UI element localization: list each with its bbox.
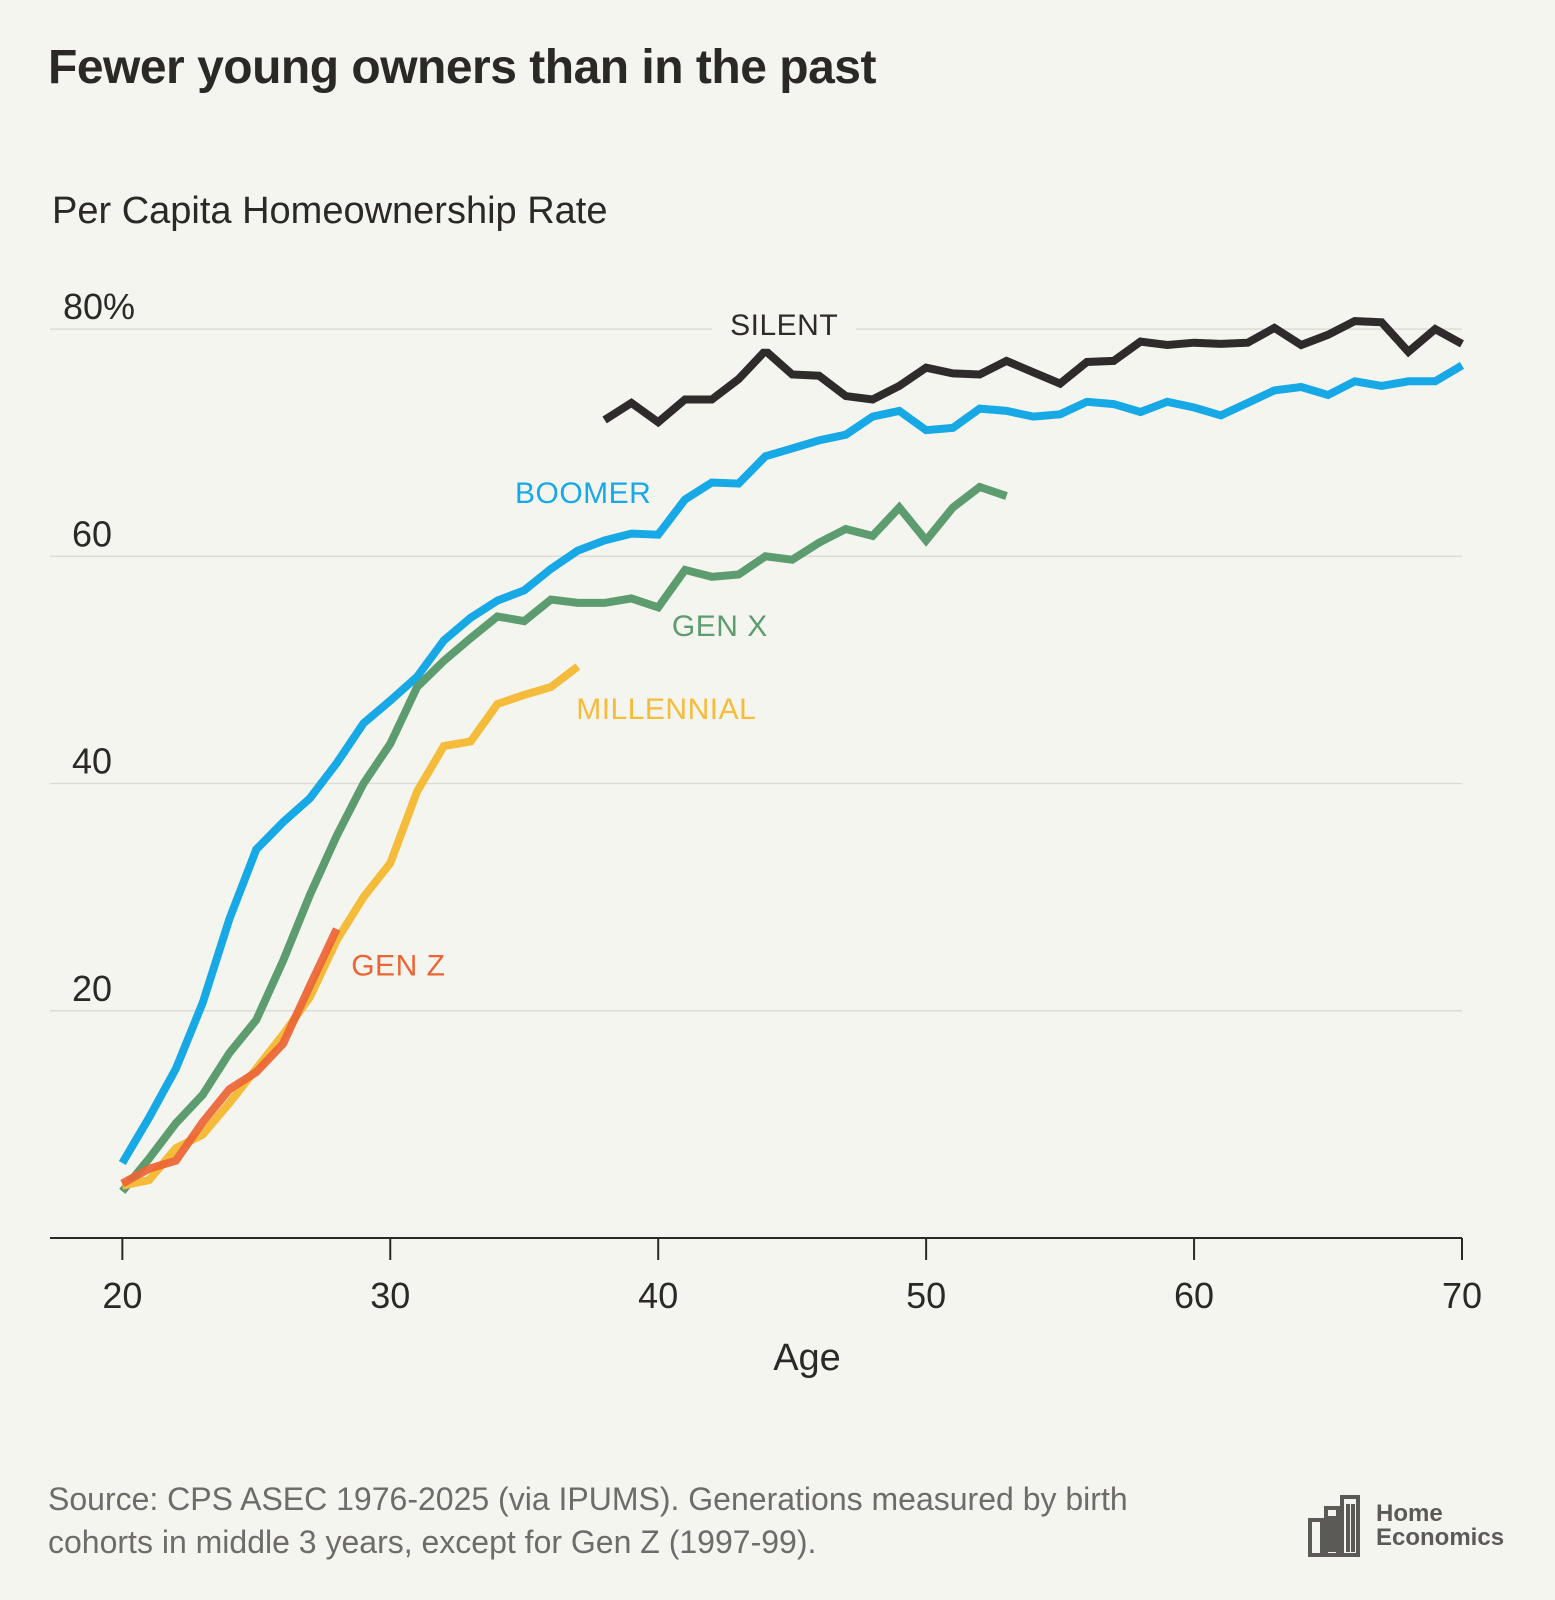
logo-line-2: Economics xyxy=(1376,1524,1505,1551)
series-label-bg-silent xyxy=(712,304,857,349)
series-label-gen-x: GEN X xyxy=(672,610,768,643)
y-tick-label-60: 60 xyxy=(72,513,112,554)
x-tick-label-50: 50 xyxy=(906,1275,946,1316)
series-labels: SILENT BOOMER GEN X MILLENNIAL GEN Z xyxy=(351,304,857,983)
x-tick-label-60: 60 xyxy=(1174,1275,1214,1316)
source-note: Source: CPS ASEC 1976-2025 (via IPUMS). … xyxy=(48,1481,1128,1560)
buildings-icon xyxy=(1308,1495,1360,1557)
x-axis-title: Age xyxy=(773,1337,841,1379)
series-label-millennial: MILLENNIAL xyxy=(576,693,756,726)
y-axis-labels: 20 40 60 80% xyxy=(63,286,135,1009)
series-label-gen-z: GEN Z xyxy=(351,950,445,983)
x-axis: 20 30 40 50 60 70 Age xyxy=(50,1237,1482,1379)
x-tick-label-70: 70 xyxy=(1442,1275,1482,1316)
home-economics-logo: Home Economics xyxy=(1306,1494,1504,1558)
logo-line-1: Home xyxy=(1376,1500,1443,1527)
chart-title: Fewer young owners than in the past xyxy=(48,41,876,94)
x-tick-label-20: 20 xyxy=(102,1275,142,1316)
series-line-millennial xyxy=(121,663,581,1190)
series-line-boomer xyxy=(118,361,1465,1166)
series-lines xyxy=(118,317,1465,1194)
series-line-gen-x xyxy=(119,482,1008,1194)
x-tick-label-30: 30 xyxy=(370,1275,410,1316)
series-label-silent: SILENT xyxy=(730,309,838,342)
y-tick-label-40: 40 xyxy=(72,741,112,782)
grid-lines xyxy=(50,328,1462,1012)
y-tick-label-80: 80% xyxy=(63,286,135,327)
series-line-gen-z xyxy=(120,927,341,1188)
series-line-silent xyxy=(602,317,1464,428)
y-tick-label-20: 20 xyxy=(72,968,112,1009)
x-tick-label-40: 40 xyxy=(638,1275,678,1316)
y-axis-title: Per Capita Homeownership Rate xyxy=(52,190,608,232)
series-label-boomer: BOOMER xyxy=(515,477,651,510)
